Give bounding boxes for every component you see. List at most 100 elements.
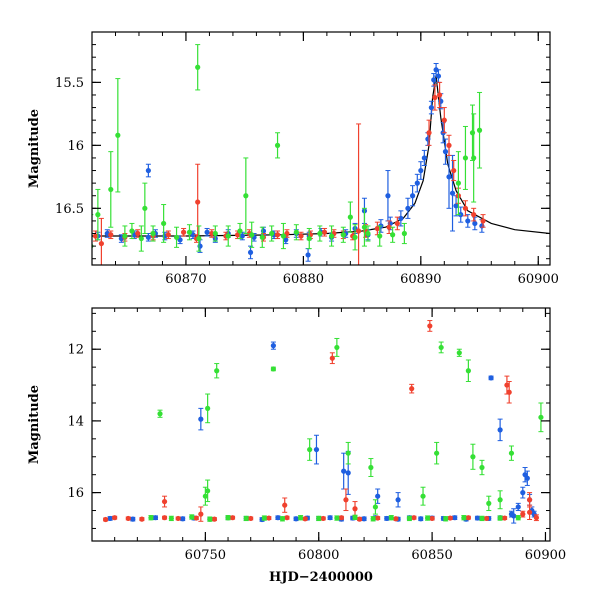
x-axis-label: HJD−2400000 [269, 570, 373, 585]
data-point-green [390, 226, 396, 243]
data-point-green [108, 151, 114, 228]
data-point-green [455, 151, 461, 216]
data-point-red [356, 516, 363, 522]
data-point-green [456, 348, 462, 357]
data-point-red [483, 515, 490, 522]
data-point-blue [313, 434, 320, 465]
data-point-red [274, 230, 281, 240]
data-point-green [196, 225, 202, 252]
data-point-red [426, 119, 432, 146]
data-point-blue [428, 100, 434, 115]
data-point-green [249, 221, 255, 248]
data-point-red [502, 515, 508, 521]
data-point-green [186, 224, 193, 241]
data-point-green [237, 222, 243, 240]
data-point-blue [327, 515, 333, 521]
data-point-green [142, 182, 148, 235]
x-tick-label: 60850 [411, 548, 452, 563]
data-point-green [161, 204, 167, 243]
data-point-red [248, 515, 254, 522]
data-point-green [138, 225, 144, 252]
data-point-red [198, 506, 204, 522]
data-point-blue [410, 185, 416, 207]
y-tick-label: 16 [67, 139, 84, 154]
data-point-green [261, 515, 267, 521]
y-tick-label: 16.5 [55, 202, 84, 217]
data-point-blue [421, 149, 427, 167]
data-point-blue [145, 163, 151, 178]
bottom-panel: 60750 60800 60850 60900 12 14 16 Magnitude HJD−2… [27, 307, 566, 585]
data-point-green [497, 490, 503, 510]
data-point-green [434, 441, 440, 465]
model-curve [92, 76, 550, 237]
data-point-green [270, 366, 276, 372]
data-point-green [259, 226, 265, 248]
data-point-green [157, 409, 163, 418]
data-point-green [173, 226, 180, 248]
data-point-green [148, 515, 154, 521]
data-point-red [193, 515, 199, 521]
data-point-green [377, 225, 383, 247]
data-point-red [432, 84, 438, 111]
data-point-red [447, 515, 453, 521]
data-point-green [122, 225, 128, 247]
data-point-red [229, 515, 236, 521]
data-point-blue [180, 516, 186, 522]
data-point-blue [405, 197, 411, 219]
data-point-green [508, 445, 515, 461]
x-tick-label: 60890 [400, 272, 441, 287]
data-point-green [401, 222, 407, 245]
x-tick-label: 60900 [518, 272, 559, 287]
data-point-red [139, 516, 145, 522]
data-point-blue [197, 239, 203, 253]
data-point-green [207, 516, 213, 522]
data-point-green [352, 224, 358, 251]
data-point-green [279, 516, 286, 522]
data-point-green [129, 222, 135, 240]
data-point-red [338, 515, 345, 521]
data-point-red [429, 515, 435, 522]
data-point-blue [395, 492, 401, 508]
y-tick-label: 14 [67, 414, 84, 429]
data-point-blue [511, 508, 517, 524]
data-point-red [437, 81, 443, 109]
data-point-blue [524, 470, 530, 486]
data-point-red [246, 229, 252, 238]
data-point-red [282, 497, 288, 513]
data-point-blue [418, 161, 424, 180]
y-tick-label: 12 [67, 343, 84, 358]
data-point-blue [442, 138, 449, 165]
data-point-green [347, 201, 353, 233]
data-point-red [181, 227, 187, 237]
data-point-red [329, 352, 335, 365]
data-point-blue [452, 515, 458, 521]
data-point-green [443, 516, 449, 522]
data-point-green [361, 207, 368, 247]
data-point-red [375, 515, 381, 521]
data-point-red [393, 516, 399, 522]
data-point-red [409, 383, 415, 394]
y-axis-label: Magnitude [27, 109, 42, 188]
data-point-blue [293, 516, 299, 522]
data-point-green [334, 515, 340, 521]
data-point-green [471, 113, 477, 203]
data-point-green [293, 224, 299, 241]
plot-area [92, 44, 550, 265]
data-point-green [95, 188, 101, 241]
data-point-green [214, 363, 220, 379]
data-point-red [161, 495, 168, 508]
data-point-blue [152, 515, 159, 521]
data-point-blue [474, 515, 481, 521]
data-point-green [225, 515, 231, 521]
x-tick-label: 60880 [283, 272, 324, 287]
data-point-green [497, 515, 503, 521]
data-point-green [462, 125, 469, 190]
data-point-red [520, 510, 526, 518]
data-point-green [479, 515, 485, 522]
data-point-red [355, 123, 362, 265]
x-tick-label: 60800 [298, 548, 339, 563]
data-point-green [438, 341, 444, 354]
data-point-blue [515, 502, 521, 512]
data-point-blue [130, 516, 136, 522]
data-point-red [175, 515, 181, 522]
